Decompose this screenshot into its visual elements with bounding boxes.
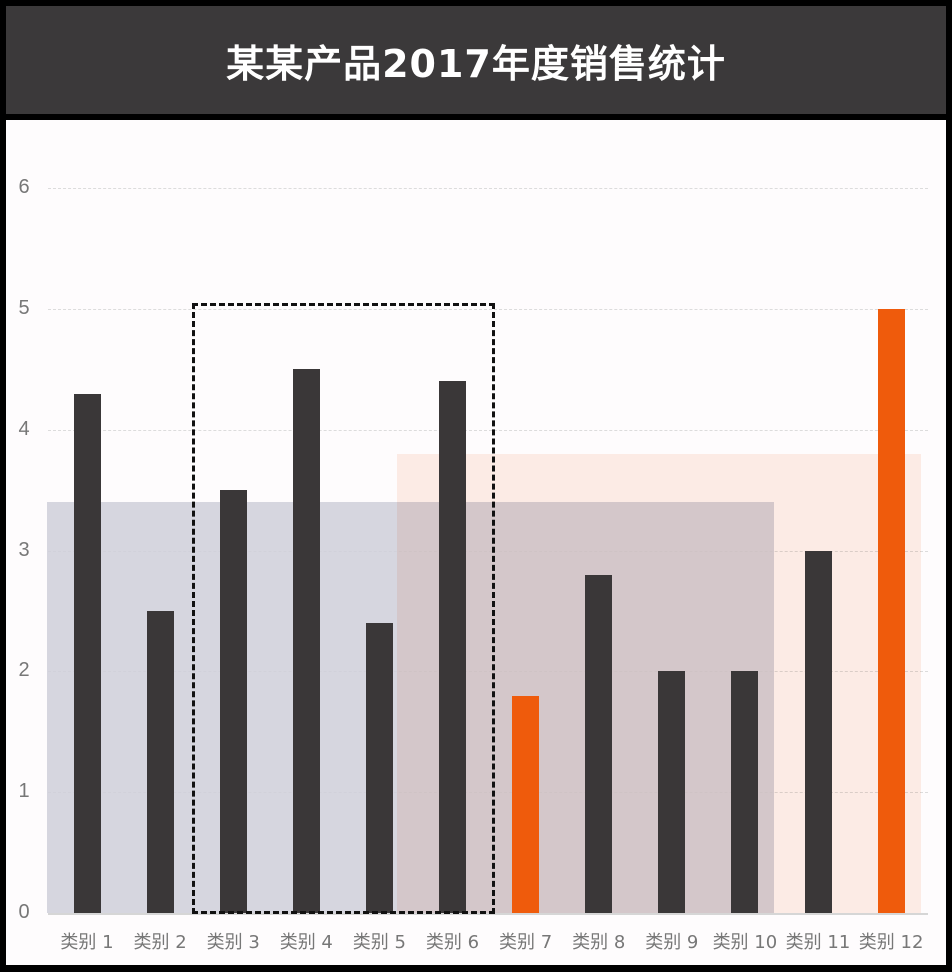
bar [219, 490, 247, 913]
x-tick-label: 类别 2 [133, 932, 187, 953]
y-tick-label: 3 [18, 538, 30, 561]
gridline [48, 309, 928, 310]
dashed-highlight-box [192, 302, 495, 914]
gridline [48, 188, 928, 190]
bar [365, 623, 393, 913]
x-axis-line [48, 913, 928, 915]
x-tick-label: 类别 1 [60, 932, 114, 953]
x-tick-label: 类别 10 [712, 932, 778, 953]
y-tick-label: 5 [18, 297, 30, 319]
y-tick-label: 2 [18, 659, 30, 682]
x-tick-label: 类别 9 [645, 932, 699, 953]
x-tick-label: 类别 4 [279, 932, 333, 953]
x-tick-label: 类别 5 [352, 932, 406, 953]
y-tick-label: 6 [18, 176, 30, 199]
bar [658, 671, 686, 913]
bar [512, 695, 540, 913]
x-tick-label: 类别 6 [425, 932, 480, 953]
y-tick-label: 0 [18, 901, 30, 923]
x-tick-label: 类别 11 [785, 932, 851, 953]
bar [804, 550, 832, 913]
bar [877, 309, 905, 913]
x-tick-label: 类别 12 [858, 932, 924, 953]
x-tick-label: 类别 7 [499, 932, 553, 953]
y-tick-label: 4 [18, 417, 30, 440]
bar [146, 611, 174, 913]
bar [439, 381, 466, 913]
chart-title: 某某产品2017年度销售统计 [226, 41, 726, 86]
bar [73, 393, 101, 913]
x-tick-label: 类别 3 [206, 932, 260, 953]
chart-header: 某某产品2017年度销售统计 [6, 6, 946, 114]
gridline [48, 429, 928, 431]
bar [585, 574, 613, 913]
y-tick-label: 1 [18, 780, 30, 803]
bar [292, 369, 320, 913]
x-tick-label: 类别 8 [572, 932, 626, 953]
bar [731, 671, 759, 913]
